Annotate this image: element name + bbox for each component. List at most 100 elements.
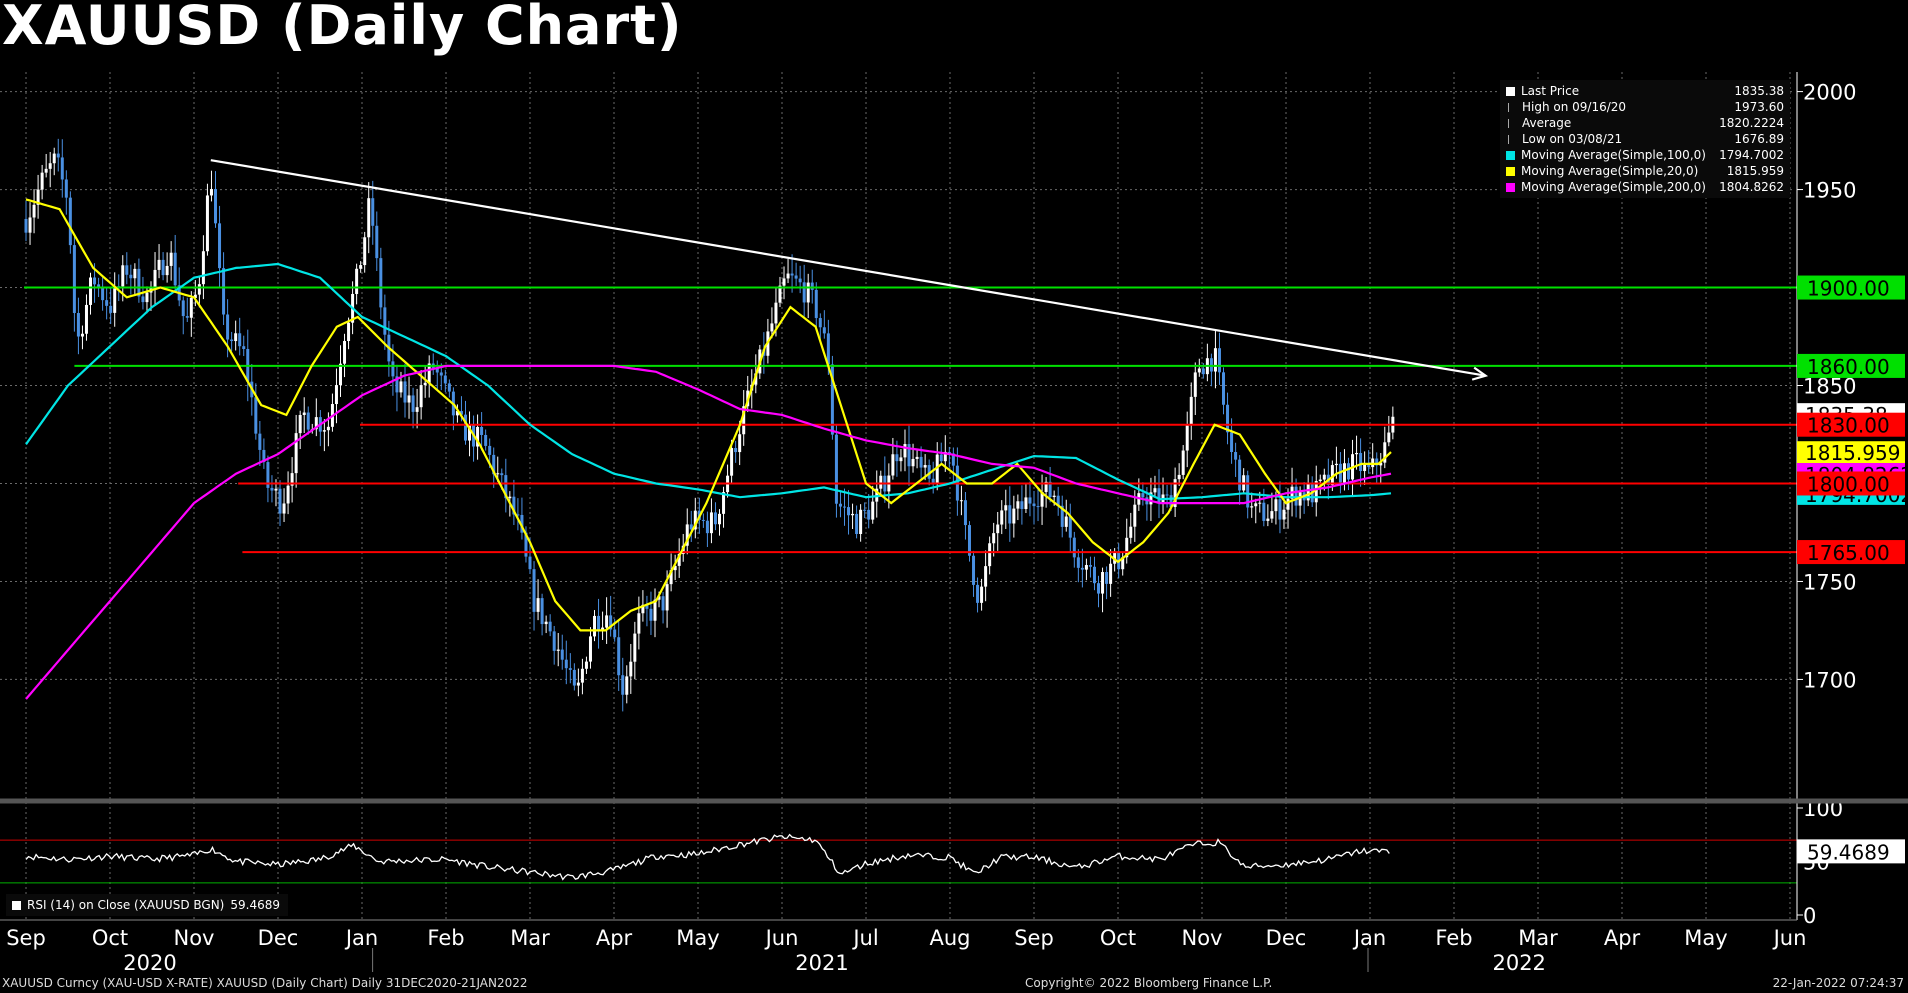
- candle-body: [867, 509, 871, 520]
- candle-body: [931, 478, 935, 485]
- moving-average-line: [25, 364, 1392, 700]
- candle-body: [459, 411, 463, 415]
- candle-body: [278, 488, 282, 514]
- candle-body: [1121, 557, 1125, 570]
- candle-body: [855, 513, 859, 535]
- candle-body: [230, 339, 234, 342]
- candle-body: [992, 533, 996, 544]
- candle-body: [314, 417, 318, 430]
- candle-body: [476, 426, 480, 447]
- candle-body: [556, 649, 560, 651]
- candle-body: [1092, 566, 1096, 584]
- level-tag-label: 1830.00: [1807, 414, 1890, 438]
- candle-body: [1371, 458, 1375, 468]
- candle-body: [988, 543, 992, 567]
- candle-body: [722, 492, 726, 514]
- month-tick-label: Apr: [596, 926, 633, 950]
- candle-body: [689, 524, 693, 530]
- candle-body: [685, 524, 689, 546]
- candle-body: [637, 613, 641, 634]
- candle-body: [326, 426, 330, 431]
- level-tag-bg: [1797, 353, 1905, 378]
- candle-body: [439, 372, 443, 376]
- candle-body: [947, 451, 951, 454]
- candle-body: [218, 223, 222, 269]
- candle-body: [1197, 368, 1201, 373]
- candle-body: [468, 424, 472, 441]
- candle-body: [1105, 572, 1109, 584]
- candle-body: [879, 475, 883, 489]
- month-tick-label: Jul: [851, 926, 878, 950]
- candle-body: [1383, 442, 1387, 463]
- candle-body: [605, 615, 609, 628]
- candle-body: [1342, 463, 1346, 483]
- candle-body: [838, 503, 842, 507]
- candle-body: [1217, 348, 1221, 373]
- rsi-tag-label: 59.4689: [1807, 840, 1890, 864]
- candle-body: [395, 376, 399, 393]
- candle-body: [560, 649, 564, 660]
- candle-body: [814, 289, 818, 319]
- candle-body: [593, 615, 597, 637]
- level-tag-label: 1765.00: [1807, 541, 1890, 565]
- trendline-arrowhead: [1471, 366, 1489, 381]
- candle-body: [189, 297, 193, 318]
- level-tag-bg: [1797, 275, 1905, 300]
- rsi-tick-label: 0: [1803, 904, 1816, 928]
- legend-label: Moving Average(Simple,20,0): [1521, 164, 1699, 178]
- candle-body: [1185, 424, 1189, 451]
- candle-body: [347, 322, 351, 342]
- candle-body: [1189, 396, 1193, 425]
- month-tick-label: Oct: [1100, 926, 1136, 950]
- candle-body: [290, 473, 294, 486]
- candle-body: [536, 598, 540, 612]
- level-tag-label: 1900.00: [1807, 277, 1890, 301]
- candle-body: [959, 500, 963, 502]
- candle-body: [806, 282, 810, 303]
- low-marker-icon: [1508, 134, 1513, 144]
- candle-body: [617, 637, 621, 676]
- candle-body: [1379, 462, 1383, 466]
- candle-body: [1367, 463, 1371, 468]
- candle-body: [782, 278, 786, 286]
- legend-label: Average: [1522, 116, 1572, 130]
- candle-body: [842, 506, 846, 508]
- candle-body: [266, 462, 270, 488]
- candle-body: [1165, 494, 1169, 496]
- candle-body: [1306, 483, 1310, 501]
- month-tick-label: Jan: [1352, 926, 1386, 950]
- candle-body: [972, 555, 976, 585]
- candle-body: [298, 415, 302, 434]
- candle-body: [447, 383, 451, 392]
- candle-body: [205, 195, 209, 252]
- candle-body: [967, 525, 971, 556]
- candle-body: [709, 512, 713, 534]
- candle-body: [584, 661, 588, 669]
- candle-body: [125, 265, 129, 275]
- rsi-label: RSI (14) on Close (XAUUSD BGN): [27, 898, 225, 912]
- candle-body: [822, 327, 826, 334]
- candle-body: [161, 259, 165, 276]
- month-tick-label: Nov: [174, 926, 215, 950]
- candle-body: [1028, 497, 1032, 504]
- candle-body: [145, 292, 149, 303]
- candle-body: [488, 445, 492, 455]
- candle-body: [657, 596, 661, 600]
- trendline-line: [210, 159, 1486, 377]
- candle-body: [826, 333, 830, 365]
- candle-body: [173, 252, 177, 286]
- candle-body: [919, 456, 923, 468]
- candle-body: [963, 500, 967, 526]
- candle-body: [863, 509, 867, 511]
- candle-body: [322, 430, 326, 432]
- candle-body: [97, 284, 101, 287]
- candle-body: [693, 510, 697, 530]
- month-tick-label: Jun: [764, 926, 799, 950]
- candle-body: [673, 565, 677, 571]
- candle-body: [1298, 492, 1302, 506]
- candle-body: [201, 251, 205, 285]
- candle-body: [40, 172, 44, 190]
- candle-body: [60, 157, 64, 180]
- candle-body: [1209, 358, 1213, 372]
- candle-body: [1149, 492, 1153, 505]
